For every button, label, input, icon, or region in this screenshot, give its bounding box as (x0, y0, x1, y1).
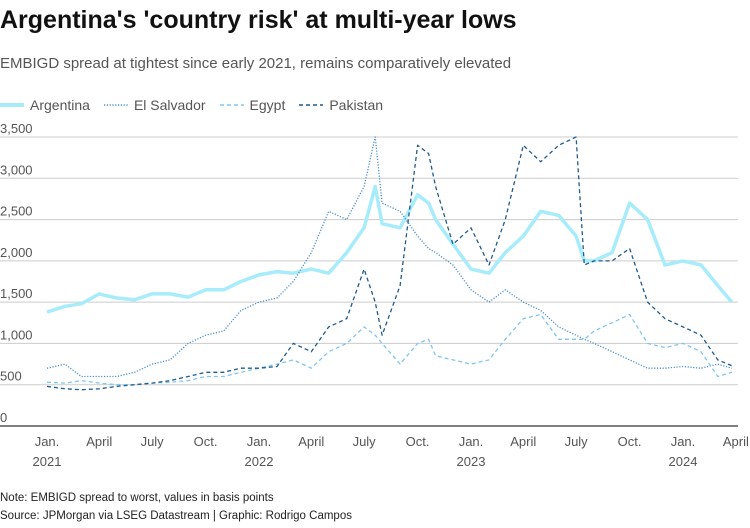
y-tick-label: 500 (0, 369, 22, 384)
y-tick-label: 1,000 (0, 327, 33, 342)
x-tick-label: Jan. (35, 434, 60, 449)
y-tick-label: 2,000 (0, 245, 33, 260)
x-tick-label: April (298, 434, 324, 449)
y-tick-label: 2,500 (0, 204, 33, 219)
x-tick-label: April (86, 434, 112, 449)
x-tick-label: July (353, 434, 377, 449)
legend-swatch (103, 104, 128, 106)
legend-item: Argentina (0, 97, 90, 113)
x-tick-year: 2021 (33, 454, 62, 469)
x-tick-year: 2022 (245, 454, 274, 469)
x-tick-label: Jan. (671, 434, 696, 449)
y-tick-label: 1,500 (0, 286, 33, 301)
x-tick-year: 2024 (669, 454, 698, 469)
legend: Argentina El Salvador Egypt Pakistan (0, 97, 383, 113)
x-tick-label: Oct. (618, 434, 642, 449)
x-tick-label: April (723, 434, 749, 449)
x-tick-label: Jan. (459, 434, 484, 449)
x-tick-year: 2023 (457, 454, 486, 469)
series-line-pakistan (46, 136, 733, 391)
series-line-el-salvador (46, 136, 732, 378)
chart-subtitle: EMBIGD spread at tightest since early 20… (0, 55, 512, 72)
y-tick-label: 3,500 (0, 121, 33, 136)
legend-label: Pakistan (329, 97, 384, 113)
y-tick-label: 3,000 (0, 162, 33, 177)
legend-item: Egypt (219, 97, 286, 113)
chart-note: Note: EMBIGD spread to worst, values in … (0, 492, 274, 504)
chart-title: Argentina's 'country risk' at multi-year… (0, 6, 517, 34)
legend-label: Egypt (249, 97, 286, 113)
legend-swatch (0, 103, 24, 107)
legend-swatch (219, 104, 244, 106)
legend-label: Argentina (30, 97, 90, 113)
x-tick-label: Oct. (194, 434, 218, 449)
x-tick-label: Oct. (406, 434, 430, 449)
series-line-egypt (46, 313, 732, 386)
legend-item: El Salvador (103, 97, 206, 113)
series-line-argentina (46, 184, 734, 314)
legend-label: El Salvador (133, 97, 206, 113)
x-tick-label: Jan. (247, 434, 272, 449)
chart-source: Source: JPMorgan via LSEG Datastream | G… (0, 510, 352, 522)
y-tick-label: 0 (0, 410, 7, 425)
x-tick-label: July (565, 434, 589, 449)
legend-swatch (299, 104, 324, 106)
x-tick-label: April (510, 434, 536, 449)
x-tick-label: July (141, 434, 165, 449)
legend-item: Pakistan (299, 97, 383, 113)
